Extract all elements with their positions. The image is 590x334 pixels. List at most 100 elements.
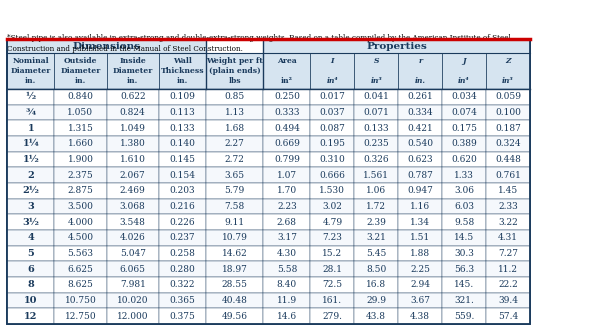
Text: 4: 4	[27, 233, 34, 242]
Bar	[355, 152, 398, 167]
Text: 0.322: 0.322	[169, 280, 195, 289]
Text: 5.047: 5.047	[120, 249, 146, 258]
Bar	[107, 261, 159, 277]
Text: 43.8: 43.8	[366, 312, 386, 321]
Text: 321.: 321.	[454, 296, 474, 305]
Text: 10: 10	[24, 296, 38, 305]
Bar	[398, 261, 442, 277]
Text: 22.2: 22.2	[498, 280, 518, 289]
Bar	[442, 214, 486, 230]
Text: 1.315: 1.315	[67, 124, 93, 133]
Text: 0.334: 0.334	[407, 108, 433, 117]
Text: Dimensions: Dimensions	[73, 41, 140, 50]
Text: 4.30: 4.30	[277, 249, 297, 258]
Text: 0.622: 0.622	[120, 92, 146, 101]
Text: 0.113: 0.113	[169, 108, 195, 117]
Bar	[107, 293, 159, 308]
Bar	[310, 53, 355, 89]
Bar	[159, 261, 206, 277]
Text: 0.623: 0.623	[407, 155, 433, 164]
Text: 0.133: 0.133	[363, 124, 389, 133]
Text: 0.310: 0.310	[319, 155, 345, 164]
Bar	[442, 152, 486, 167]
Text: 1.88: 1.88	[410, 249, 430, 258]
Bar	[159, 53, 206, 89]
Bar	[206, 246, 263, 261]
Text: 1.33: 1.33	[454, 171, 474, 180]
Bar	[310, 261, 355, 277]
Text: 0.100: 0.100	[495, 108, 521, 117]
Bar	[159, 89, 206, 105]
Text: 0.034: 0.034	[451, 92, 477, 101]
Bar	[442, 89, 486, 105]
Bar	[54, 136, 107, 152]
Text: 10.79: 10.79	[222, 233, 248, 242]
Bar	[310, 136, 355, 152]
Bar	[206, 183, 263, 199]
Text: 0.840: 0.840	[67, 92, 93, 101]
Text: 0.261: 0.261	[407, 92, 433, 101]
Text: 0.017: 0.017	[319, 92, 345, 101]
Text: 0.037: 0.037	[319, 108, 345, 117]
Text: 6: 6	[27, 265, 34, 274]
Text: Inside
Diameter
in.: Inside Diameter in.	[113, 57, 153, 85]
Bar	[206, 105, 263, 120]
Text: 1.51: 1.51	[410, 233, 430, 242]
Text: 0.448: 0.448	[495, 155, 521, 164]
Bar	[263, 230, 310, 246]
Text: 0.620: 0.620	[451, 155, 477, 164]
Bar	[486, 53, 530, 89]
Bar	[54, 120, 107, 136]
Text: *Steel pipe is also available in extra-strong and double-extra-strong weights. B: *Steel pipe is also available in extra-s…	[7, 34, 511, 53]
Bar	[310, 214, 355, 230]
Bar	[355, 53, 398, 89]
Bar	[398, 136, 442, 152]
Text: 0.145: 0.145	[169, 155, 195, 164]
Bar	[486, 89, 530, 105]
Text: 0.203: 0.203	[169, 186, 195, 195]
Bar	[486, 308, 530, 324]
Text: 0.074: 0.074	[451, 108, 477, 117]
Text: 0.187: 0.187	[495, 124, 521, 133]
Bar	[107, 199, 159, 214]
Text: 7.27: 7.27	[498, 249, 518, 258]
Text: 3.06: 3.06	[454, 186, 474, 195]
Text: 1.68: 1.68	[225, 124, 245, 133]
Text: 7.58: 7.58	[224, 202, 245, 211]
Bar	[107, 308, 159, 324]
Text: 14.62: 14.62	[222, 249, 247, 258]
Text: 5.45: 5.45	[366, 249, 386, 258]
Text: 0.235: 0.235	[363, 139, 389, 148]
Bar	[7, 105, 54, 120]
Bar	[7, 89, 54, 105]
Bar	[107, 183, 159, 199]
Bar	[310, 246, 355, 261]
Text: 1.561: 1.561	[363, 171, 389, 180]
Text: 1: 1	[28, 124, 34, 133]
Text: 2.27: 2.27	[225, 139, 245, 148]
Text: 1.050: 1.050	[67, 108, 93, 117]
Bar	[206, 152, 263, 167]
Text: 0.824: 0.824	[120, 108, 146, 117]
Text: 0.540: 0.540	[407, 139, 433, 148]
Bar	[159, 167, 206, 183]
Bar	[7, 167, 54, 183]
Text: 1.06: 1.06	[366, 186, 386, 195]
Text: 2.067: 2.067	[120, 171, 146, 180]
Text: 0.85: 0.85	[224, 92, 245, 101]
Text: 2.39: 2.39	[366, 218, 386, 227]
Text: 10.020: 10.020	[117, 296, 149, 305]
Bar	[107, 230, 159, 246]
Bar	[263, 293, 310, 308]
Bar	[355, 183, 398, 199]
Bar	[263, 152, 310, 167]
Text: 0.761: 0.761	[495, 171, 521, 180]
Text: 0.133: 0.133	[169, 124, 195, 133]
Bar	[398, 89, 442, 105]
Text: 11.2: 11.2	[498, 265, 518, 274]
Bar	[7, 214, 54, 230]
Text: 39.4: 39.4	[498, 296, 518, 305]
Text: 0.947: 0.947	[407, 186, 433, 195]
Text: 4.026: 4.026	[120, 233, 146, 242]
Bar	[263, 261, 310, 277]
